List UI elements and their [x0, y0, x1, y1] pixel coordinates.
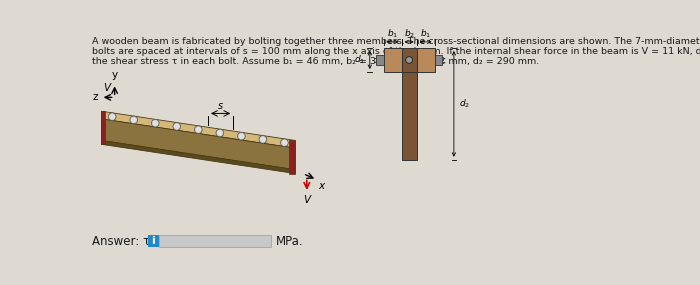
Circle shape	[407, 58, 411, 62]
Polygon shape	[102, 111, 295, 148]
Circle shape	[196, 127, 201, 132]
Circle shape	[132, 118, 136, 122]
Circle shape	[110, 114, 115, 119]
Circle shape	[237, 132, 245, 140]
Polygon shape	[102, 141, 295, 174]
Text: $b_1$: $b_1$	[387, 27, 398, 40]
Circle shape	[281, 139, 288, 146]
Bar	[402, 48, 416, 72]
Bar	[384, 48, 402, 72]
Circle shape	[282, 141, 287, 145]
Text: V: V	[303, 195, 310, 205]
Circle shape	[260, 137, 265, 142]
Text: V: V	[104, 83, 111, 93]
Text: x: x	[318, 181, 325, 191]
Circle shape	[130, 116, 138, 124]
Circle shape	[195, 126, 202, 134]
Polygon shape	[102, 111, 105, 144]
Text: $d_1$: $d_1$	[354, 54, 365, 66]
Circle shape	[153, 121, 158, 125]
Text: $b_2$: $b_2$	[404, 27, 414, 40]
Text: $b_1$: $b_1$	[420, 27, 431, 40]
Text: A wooden beam is fabricated by bolting together three members. The cross-section: A wooden beam is fabricated by bolting t…	[92, 36, 700, 46]
Bar	[402, 72, 416, 160]
Bar	[435, 55, 442, 65]
Circle shape	[151, 119, 159, 127]
Text: $d_2$: $d_2$	[458, 98, 470, 110]
Bar	[159, 235, 271, 247]
Polygon shape	[289, 141, 295, 174]
Text: the shear stress τ in each bolt. Assume b₁ = 46 mm, b₂ = 39 mm, d₁ = 62 mm, d₂ =: the shear stress τ in each bolt. Assume …	[92, 56, 540, 66]
Circle shape	[108, 113, 116, 121]
Bar	[416, 48, 435, 72]
Circle shape	[239, 134, 244, 139]
Circle shape	[218, 131, 222, 135]
Text: bolts are spaced at intervals of s = 100 mm along the x axis of the beam. If the: bolts are spaced at intervals of s = 100…	[92, 46, 700, 56]
Text: Answer: τ =: Answer: τ =	[92, 235, 168, 248]
Text: z: z	[92, 92, 97, 102]
Circle shape	[174, 124, 179, 129]
Text: i: i	[151, 236, 155, 246]
Bar	[376, 55, 384, 65]
Text: s: s	[218, 101, 223, 111]
Circle shape	[216, 129, 224, 137]
Circle shape	[259, 136, 267, 143]
Circle shape	[405, 56, 412, 64]
Circle shape	[173, 123, 181, 130]
Polygon shape	[102, 119, 295, 170]
Text: MPa.: MPa.	[276, 235, 304, 248]
Text: y: y	[111, 70, 118, 80]
Bar	[148, 235, 159, 247]
